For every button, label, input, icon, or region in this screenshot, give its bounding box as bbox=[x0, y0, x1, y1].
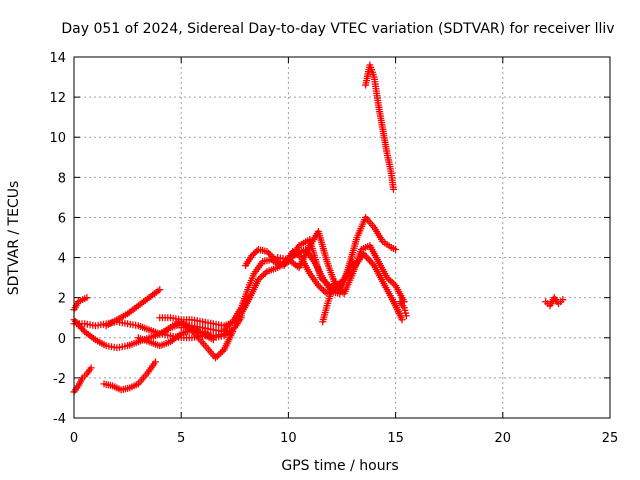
y-tick-label: 6 bbox=[58, 211, 66, 226]
data-point-marker bbox=[253, 247, 261, 255]
data-point bbox=[87, 364, 95, 372]
x-axis-label: GPS time / hours bbox=[281, 458, 398, 474]
grid bbox=[74, 57, 610, 418]
y-axis-label: SDTVAR / TECUs bbox=[6, 181, 22, 296]
data-point bbox=[398, 316, 406, 324]
chart-title: Day 051 of 2024, Sidereal Day-to-day VTE… bbox=[61, 21, 614, 37]
series-track-p bbox=[362, 61, 397, 193]
y-tick-label: 0 bbox=[58, 332, 66, 347]
series-track-r bbox=[542, 294, 567, 310]
data-point bbox=[248, 252, 256, 260]
y-tick-label: 10 bbox=[49, 131, 66, 146]
x-tick-label: 20 bbox=[495, 431, 512, 446]
series-track-n bbox=[274, 227, 408, 306]
axis-ticks bbox=[73, 56, 611, 419]
y-tick-label: -4 bbox=[53, 412, 66, 427]
x-tick-labels: 0 5 10 15 20 25 bbox=[70, 431, 618, 446]
series-track-o bbox=[319, 278, 340, 326]
data-point-marker bbox=[250, 250, 258, 258]
y-tick-label: 12 bbox=[49, 91, 66, 106]
x-tick-label: 5 bbox=[177, 431, 185, 446]
data-point bbox=[151, 358, 159, 366]
series-track-e bbox=[102, 286, 164, 330]
data-point bbox=[332, 278, 340, 286]
series-track-q bbox=[396, 298, 410, 320]
y-tick-label: 8 bbox=[58, 171, 66, 186]
data-point bbox=[389, 185, 397, 193]
y-tick-label: 4 bbox=[58, 252, 66, 267]
data-point bbox=[83, 294, 91, 302]
x-tick-label: 0 bbox=[70, 431, 78, 446]
series-track-f bbox=[100, 358, 159, 394]
y-tick-labels: -4 -2 0 2 4 6 8 10 12 14 bbox=[49, 51, 66, 427]
plot-frame bbox=[73, 56, 611, 419]
data-points bbox=[70, 61, 567, 396]
x-tick-label: 10 bbox=[280, 431, 297, 446]
data-point bbox=[559, 296, 567, 304]
series-track-i bbox=[134, 314, 245, 350]
data-point bbox=[402, 312, 410, 320]
data-point bbox=[156, 286, 164, 294]
data-point-marker bbox=[251, 249, 259, 257]
data-point bbox=[392, 246, 400, 254]
x-tick-label: 25 bbox=[602, 431, 619, 446]
y-tick-label: 14 bbox=[49, 51, 66, 66]
data-point bbox=[229, 328, 237, 336]
x-tick-label: 15 bbox=[387, 431, 404, 446]
y-tick-label: 2 bbox=[58, 292, 66, 307]
y-tick-label: -2 bbox=[53, 372, 66, 387]
